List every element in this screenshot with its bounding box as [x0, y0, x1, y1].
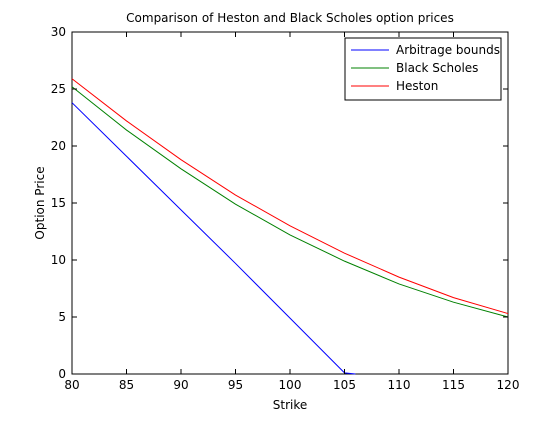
y-tick-label: 20 [51, 139, 66, 153]
x-tick-label: 100 [279, 378, 302, 392]
x-axis-ticks: 80 85 90 95 100 105 110 115 120 [64, 32, 519, 392]
legend-items: Arbitrage bounds Black Scholes Heston [351, 43, 500, 93]
y-axis-label: Option Price [33, 166, 47, 239]
y-axis-ticks: 0 5 10 15 20 25 30 [51, 25, 508, 381]
legend-label: Arbitrage bounds [396, 43, 500, 57]
y-tick-label: 15 [51, 196, 66, 210]
x-axis-label: Strike [273, 398, 308, 412]
x-tick-label: 95 [228, 378, 243, 392]
legend-box [344, 37, 502, 101]
x-tick-label: 110 [388, 378, 411, 392]
x-tick-label: 90 [173, 378, 188, 392]
x-tick-label: 115 [442, 378, 465, 392]
legend-label: Black Scholes [396, 61, 478, 75]
legend: Arbitrage bounds Black Scholes Heston [344, 37, 502, 101]
y-tick-label: 30 [51, 25, 66, 39]
x-tick-label: 80 [64, 378, 79, 392]
series-line-black-scholes [71, 86, 509, 318]
series-line-heston [71, 78, 509, 315]
y-tick-label: 0 [58, 367, 66, 381]
chart-title: Comparison of Heston and Black Scholes o… [126, 11, 454, 25]
legend-label: Heston [396, 79, 438, 93]
x-tick-label: 85 [119, 378, 134, 392]
y-tick-label: 25 [51, 82, 66, 96]
y-tick-label: 5 [58, 310, 66, 324]
y-tick-label: 10 [51, 253, 66, 267]
x-tick-label: 105 [333, 378, 356, 392]
x-tick-label: 120 [497, 378, 520, 392]
